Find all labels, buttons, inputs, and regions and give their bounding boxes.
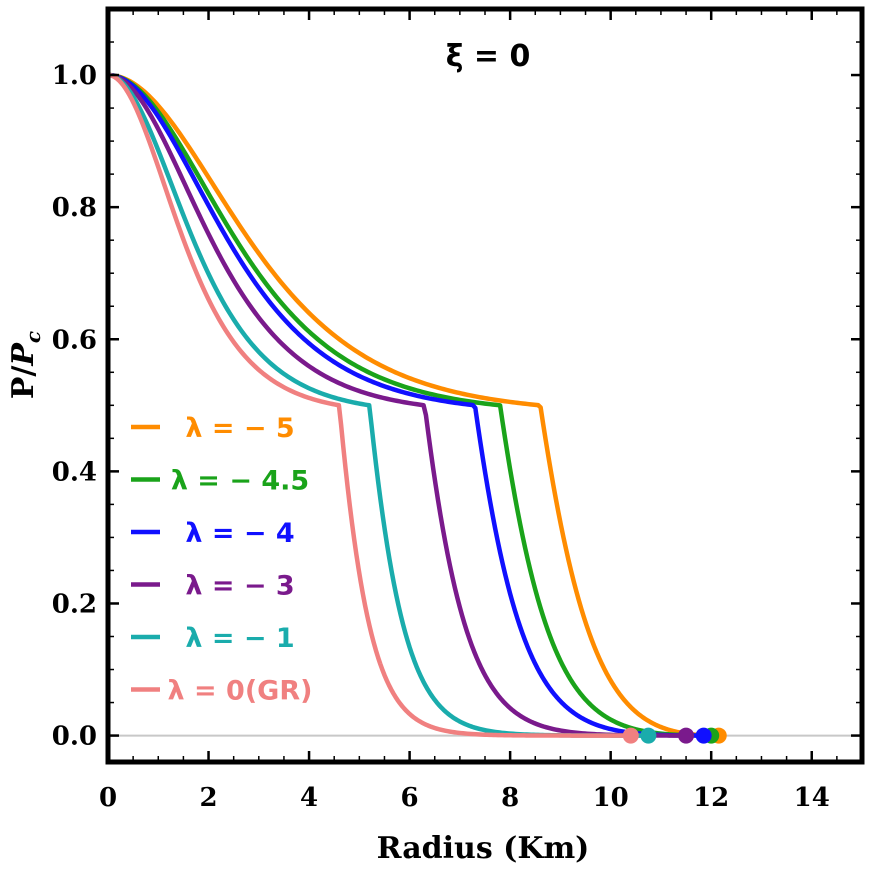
surface-point-5 bbox=[622, 727, 639, 744]
axis-ticks bbox=[106, 8, 863, 762]
y-tick-label: 1.0 bbox=[52, 61, 97, 91]
x-tick-label: 0 bbox=[99, 783, 117, 813]
series-line-5 bbox=[107, 72, 631, 738]
y-axis-label-subscript: c bbox=[21, 331, 45, 343]
y-tick-label: 0.8 bbox=[52, 193, 97, 223]
legend-label-4: λ = − 1 bbox=[185, 623, 294, 654]
x-tick-label: 10 bbox=[593, 783, 629, 813]
xi-annotation: ξ = 0 bbox=[446, 39, 531, 74]
y-tick-label: 0.6 bbox=[52, 325, 97, 355]
x-tick-label: 8 bbox=[501, 783, 519, 813]
legend-label-1: λ = − 4.5 bbox=[171, 466, 309, 497]
y-axis-label-main: P/ bbox=[6, 366, 41, 400]
surface-point-3 bbox=[678, 727, 695, 744]
series-lines bbox=[107, 72, 719, 738]
legend-label-3: λ = − 3 bbox=[185, 571, 294, 602]
y-tick-labels: 0.0 0.2 0.4 0.6 0.8 1.0 bbox=[52, 61, 97, 752]
y-tick-label: 0.2 bbox=[52, 589, 97, 619]
x-tick-label: 2 bbox=[199, 783, 217, 813]
legend-label-2: λ = − 4 bbox=[185, 518, 294, 549]
x-tick-label: 6 bbox=[401, 783, 419, 813]
x-tick-label: 12 bbox=[693, 783, 729, 813]
x-tick-labels: 0 2 4 6 8 10 12 14 bbox=[99, 783, 830, 813]
series-line-1 bbox=[107, 72, 712, 738]
series-line-0 bbox=[107, 72, 719, 738]
y-tick-label: 0.0 bbox=[52, 722, 97, 752]
x-tick-label: 4 bbox=[300, 783, 318, 813]
surface-point-2 bbox=[695, 727, 712, 744]
surface-points bbox=[622, 727, 727, 744]
series-line-2 bbox=[107, 72, 704, 738]
x-tick-label: 14 bbox=[794, 783, 830, 813]
surface-point-4 bbox=[640, 727, 657, 744]
x-axis-label: Radius (Km) bbox=[377, 831, 590, 866]
y-tick-label: 0.4 bbox=[52, 457, 97, 487]
legend-label-5: λ = 0(GR) bbox=[168, 676, 313, 707]
legend-label-0: λ = − 5 bbox=[185, 413, 294, 444]
y-axis-label-italic: P bbox=[6, 342, 41, 367]
legend: λ = − 5 λ = − 4.5 λ = − 4 λ = − 3 λ = − 1 λ =… bbox=[131, 413, 312, 707]
y-axis-label: P/Pc bbox=[6, 331, 45, 399]
